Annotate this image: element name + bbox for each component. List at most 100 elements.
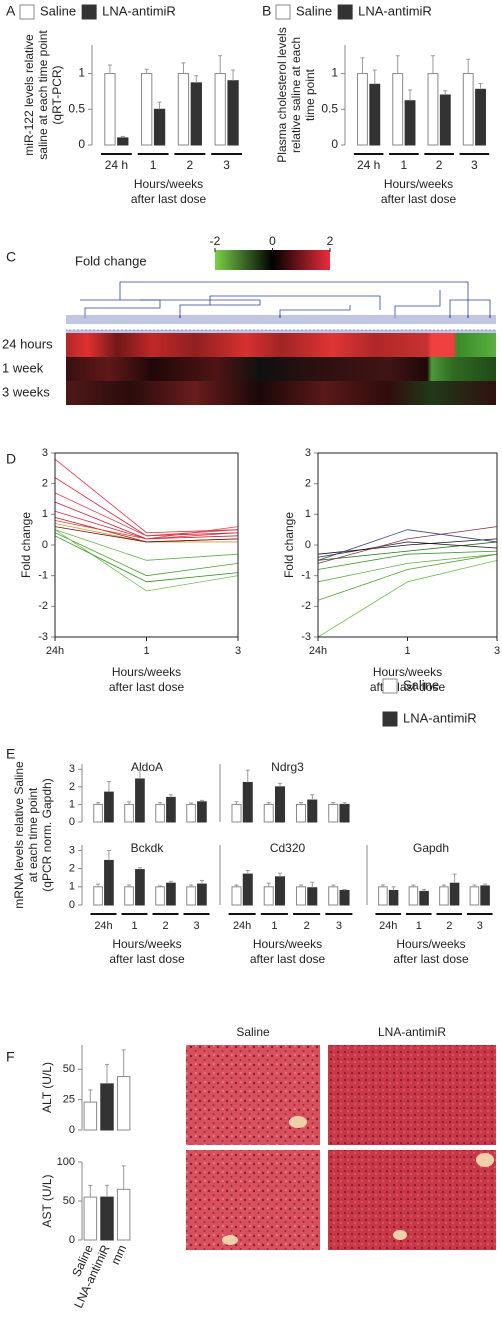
bar — [242, 781, 253, 823]
bar — [295, 886, 306, 906]
x-tick-label: 1 — [401, 158, 408, 172]
y-tick-label: 3 — [69, 844, 75, 856]
y-tick-label: 0 — [78, 137, 85, 151]
series-line — [317, 526, 498, 564]
legend-swatch — [382, 711, 398, 727]
legend-label: Saline — [296, 3, 332, 18]
y-tick-label: 50 — [63, 1195, 75, 1207]
bar — [104, 791, 114, 823]
bar — [135, 778, 145, 823]
bar — [104, 73, 116, 146]
bar — [177, 73, 190, 146]
y-axis-label: at each time point — [26, 787, 40, 882]
legend-swatch — [81, 4, 97, 20]
x-tick-label: 3 — [235, 645, 241, 657]
row-label: 1 week — [2, 360, 44, 375]
bar — [439, 94, 451, 146]
y-tick-label: 0 — [69, 1124, 75, 1136]
bar — [93, 803, 103, 823]
colorbar-tick-label: 2 — [327, 234, 334, 248]
series-line — [54, 492, 239, 537]
row-label: 3 weeks — [2, 384, 50, 399]
chart-title: Gapdh — [413, 841, 449, 855]
x-tick-label: 3 — [336, 920, 342, 932]
bar — [83, 1196, 98, 1241]
chart-title: AldoA — [131, 760, 163, 774]
bar — [378, 886, 388, 906]
x-axis-label: Hours/weeks — [384, 177, 453, 191]
bar — [388, 889, 399, 906]
colorbar-tick-label: 0 — [269, 234, 276, 248]
y-tick-label: 0 — [305, 539, 311, 551]
bar — [275, 876, 286, 906]
bar — [427, 73, 439, 146]
x-tick-label: 3 — [223, 158, 230, 172]
x-axis-label: Hours/weeks — [134, 177, 203, 191]
x-axis-label: Hours/weeks — [112, 937, 181, 951]
x-tick-label: 1 — [150, 158, 157, 172]
bar — [328, 886, 339, 906]
plot-frame — [54, 452, 239, 638]
heatmap-row — [66, 381, 496, 405]
y-tick-label: 1 — [331, 66, 338, 80]
y-tick-label: 0.5 — [321, 101, 338, 115]
legend-label: Saline — [40, 3, 76, 18]
series-line — [317, 538, 498, 555]
panel-label: B — [262, 3, 271, 19]
bar — [469, 886, 480, 906]
y-axis-label: mRNA levels relative Saline — [12, 761, 26, 909]
panel-label: D — [6, 451, 16, 467]
bar — [93, 886, 103, 906]
legend-label: Saline — [403, 677, 439, 692]
x-tick-label: 24h — [309, 645, 327, 657]
x-tick-label: 2 — [162, 920, 168, 932]
x-axis-label: Hours/weeks — [253, 937, 322, 951]
bar — [449, 882, 460, 906]
heatmap-row — [66, 333, 496, 357]
bar — [186, 886, 196, 906]
y-tick-label: 3 — [305, 447, 311, 459]
bar — [408, 886, 419, 906]
y-tick-label: 2 — [42, 478, 48, 490]
series-line — [54, 520, 239, 540]
y-tick-label: 2 — [69, 863, 75, 875]
bar — [480, 885, 490, 906]
bar — [124, 803, 134, 823]
bar — [419, 890, 429, 906]
x-axis-label: Hours/weeks — [112, 665, 181, 679]
bar — [155, 886, 165, 906]
chart-title: Bckdk — [131, 841, 165, 855]
y-tick-label: 2 — [305, 478, 311, 490]
y-tick-label: 3 — [69, 763, 75, 775]
y-axis-label: ALT (U/L) — [40, 1062, 54, 1113]
x-tick-label: 24h — [46, 645, 64, 657]
micrographs — [186, 1045, 496, 1250]
x-tick-label: 1 — [271, 920, 277, 932]
bar — [83, 1101, 98, 1131]
chart-title: Cd320 — [270, 841, 306, 855]
y-axis-label: saline at each time point — [36, 30, 50, 160]
x-tick-label: 3 — [477, 920, 483, 932]
series-line — [317, 553, 498, 601]
bar — [392, 73, 404, 146]
x-axis-label: Hours/weeks — [396, 937, 465, 951]
y-tick-label: 1 — [42, 508, 48, 520]
bar — [339, 803, 350, 823]
y-axis-label: relative saline at each — [289, 37, 303, 153]
x-axis-label: after last dose — [250, 952, 326, 966]
bar — [104, 859, 114, 906]
bar — [155, 803, 165, 823]
bar — [135, 869, 145, 906]
y-tick-label: 100 — [57, 1156, 75, 1168]
y-axis-label: miR-122 levels relative — [22, 34, 36, 156]
x-tick-label: 24 h — [105, 158, 128, 172]
x-axis-label: after last dose — [131, 192, 207, 206]
bar — [369, 83, 381, 146]
colorbar-tick-label: -2 — [210, 234, 221, 248]
y-tick-label: -1 — [38, 570, 48, 582]
series-line — [54, 535, 239, 583]
y-tick-label: 0 — [69, 899, 75, 911]
bar — [404, 100, 416, 146]
bar — [475, 88, 486, 146]
bar — [100, 1196, 114, 1241]
